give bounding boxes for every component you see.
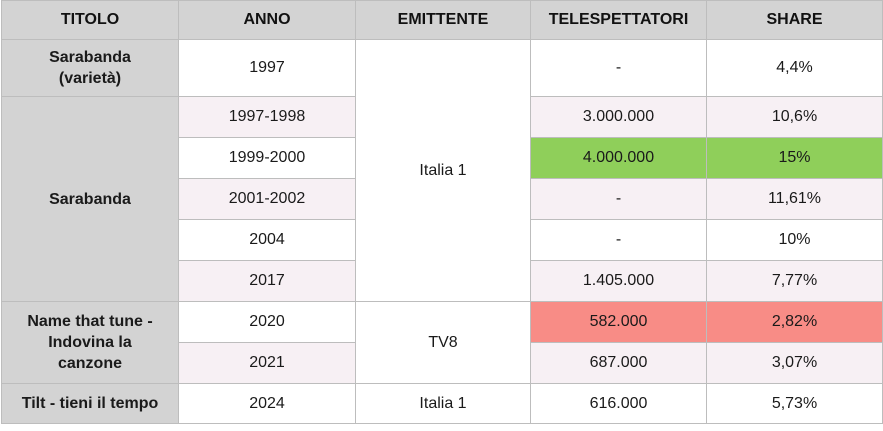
viewers-cell: 4.000.000: [530, 137, 707, 179]
viewers-cell: -: [530, 178, 707, 220]
share-cell: 4,4%: [706, 39, 883, 97]
year-cell: 1999-2000: [178, 137, 356, 179]
table-row: 2004 - 10%: [2, 219, 883, 261]
broadcaster-cell: Italia 1: [355, 39, 531, 302]
viewers-cell: 687.000: [530, 342, 707, 384]
header-anno: ANNO: [178, 0, 356, 40]
share-cell: 3,07%: [706, 342, 883, 384]
share-cell: 7,77%: [706, 260, 883, 302]
year-cell: 1997-1998: [178, 96, 356, 138]
title-cell: Sarabanda (varietà): [1, 39, 179, 97]
title-cell: Tilt - tieni il tempo: [1, 383, 179, 424]
share-cell: 10,6%: [706, 96, 883, 138]
share-cell: 10%: [706, 219, 883, 261]
year-cell: 2017: [178, 260, 356, 302]
header-titolo: TITOLO: [1, 0, 179, 40]
year-cell: 2020: [178, 301, 356, 343]
table-row: Sarabanda (varietà) 1997 Italia 1 - 4,4%: [1, 39, 883, 302]
table-row: Name that tune - Indovina la canzone 202…: [1, 301, 883, 384]
viewers-cell: -: [530, 219, 707, 261]
header-telespettatori: TELESPETTATORI: [530, 0, 707, 40]
share-cell: 15%: [706, 137, 883, 179]
year-cell: 1997: [178, 39, 356, 97]
year-cell: 2001-2002: [178, 178, 356, 220]
viewers-cell: 616.000: [530, 383, 707, 424]
share-cell: 2,82%: [706, 301, 883, 343]
viewers-cell: -: [530, 39, 707, 97]
title-cell: Sarabanda: [1, 96, 179, 302]
header-share: SHARE: [706, 0, 883, 40]
broadcaster-cell: TV8: [355, 301, 531, 384]
table-row: 2017 1.405.000 7,77%: [2, 260, 883, 302]
year-cell: 2021: [178, 342, 356, 384]
table-row: Tilt - tieni il tempo 2024 Italia 1 616.…: [1, 383, 883, 424]
table-row: 1999-2000 4.000.000 15%: [2, 137, 883, 179]
share-cell: 5,73%: [706, 383, 883, 424]
table-row: 2021 687.000 3,07%: [2, 342, 883, 384]
viewers-cell: 1.405.000: [530, 260, 707, 302]
share-cell: 11,61%: [706, 178, 883, 220]
viewers-cell: 582.000: [530, 301, 707, 343]
header-row: TITOLO ANNO EMITTENTE TELESPETTATORI SHA…: [1, 0, 883, 40]
year-cell: 2004: [178, 219, 356, 261]
header-emittente: EMITTENTE: [355, 0, 531, 40]
viewers-cell: 3.000.000: [530, 96, 707, 138]
title-cell: Name that tune - Indovina la canzone: [1, 301, 179, 384]
broadcaster-cell: Italia 1: [355, 383, 531, 424]
year-cell: 2024: [178, 383, 356, 424]
table-row: Sarabanda 1997-1998 3.000.000 10,6%: [1, 96, 883, 302]
